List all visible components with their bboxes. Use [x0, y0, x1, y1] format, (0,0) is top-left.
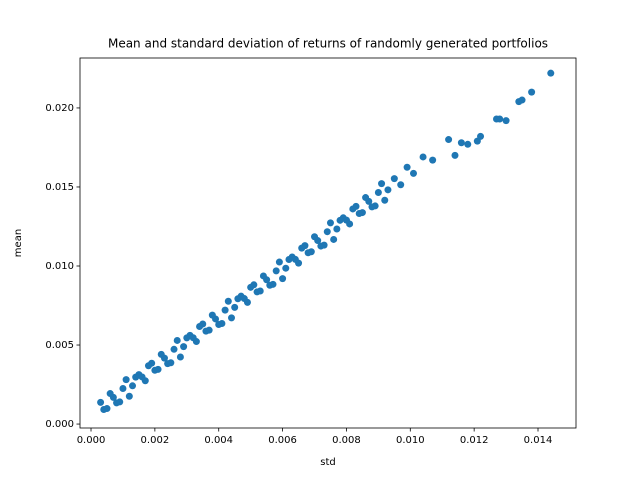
point	[224, 297, 232, 305]
x-tick-label: 0.002	[141, 435, 170, 446]
point	[518, 96, 526, 104]
x-tick-label: 0.004	[204, 435, 233, 446]
point	[170, 345, 178, 353]
point	[304, 249, 312, 257]
point	[272, 267, 280, 275]
point	[381, 196, 389, 204]
point	[291, 255, 299, 263]
point	[333, 225, 341, 233]
y-tick-label: 0.000	[45, 419, 74, 430]
point	[157, 350, 165, 358]
point	[259, 272, 267, 280]
point	[119, 384, 127, 392]
point	[189, 334, 197, 342]
point	[129, 382, 137, 390]
point	[355, 210, 363, 218]
y-tick-label: 0.020	[45, 103, 74, 114]
point	[125, 392, 133, 400]
point	[132, 373, 140, 381]
point	[279, 275, 287, 283]
point	[113, 399, 121, 407]
point	[208, 311, 216, 319]
x-tick-label: 0.008	[332, 435, 361, 446]
point	[374, 189, 382, 197]
point	[311, 233, 319, 241]
point	[323, 228, 331, 236]
point	[144, 362, 152, 370]
x-axis-label: std	[320, 457, 335, 468]
point	[138, 373, 146, 381]
x-tick-label: 0.010	[396, 435, 425, 446]
point	[122, 376, 130, 384]
y-axis-label: mean	[13, 229, 24, 257]
point	[151, 366, 159, 374]
point	[253, 288, 261, 296]
point	[285, 256, 293, 264]
point	[409, 169, 417, 177]
point	[221, 306, 229, 314]
point	[464, 140, 472, 148]
point	[390, 175, 398, 183]
point	[227, 314, 235, 322]
point	[362, 194, 370, 202]
point	[547, 69, 555, 77]
point	[240, 295, 248, 303]
point	[317, 242, 325, 250]
y-tick-label: 0.010	[45, 261, 74, 272]
point	[266, 281, 274, 289]
y-tick-label: 0.005	[45, 340, 74, 351]
point	[282, 264, 290, 272]
point	[429, 156, 437, 164]
point	[106, 390, 114, 398]
point	[342, 216, 350, 224]
point	[457, 139, 465, 147]
point	[403, 163, 411, 171]
y-tick-label: 0.015	[45, 182, 74, 193]
point	[298, 244, 306, 252]
point	[215, 320, 223, 328]
point	[477, 132, 485, 140]
x-tick-label: 0.014	[524, 435, 553, 446]
chart-title: Mean and standard deviation of returns o…	[108, 37, 548, 51]
point	[349, 205, 357, 213]
point	[97, 398, 105, 406]
point	[378, 180, 386, 188]
point	[528, 88, 536, 96]
point	[326, 219, 334, 227]
point	[502, 117, 510, 125]
point	[247, 283, 255, 291]
point	[368, 203, 376, 211]
x-tick-label: 0.012	[460, 435, 489, 446]
point	[183, 334, 191, 342]
point	[275, 258, 283, 266]
point	[419, 153, 427, 161]
plot-frame	[79, 57, 577, 429]
point	[234, 295, 242, 303]
point	[196, 323, 204, 331]
point	[496, 115, 504, 123]
point	[384, 186, 392, 194]
point	[445, 136, 453, 144]
point	[100, 406, 108, 414]
point	[231, 303, 239, 311]
point	[176, 353, 184, 361]
point	[336, 216, 344, 224]
point	[330, 235, 338, 243]
point	[202, 327, 210, 335]
point	[164, 360, 172, 368]
point	[397, 181, 405, 189]
x-tick-label: 0.000	[77, 435, 106, 446]
point	[180, 343, 188, 351]
point	[451, 151, 459, 159]
x-tick-label: 0.006	[268, 435, 297, 446]
point	[173, 336, 181, 344]
